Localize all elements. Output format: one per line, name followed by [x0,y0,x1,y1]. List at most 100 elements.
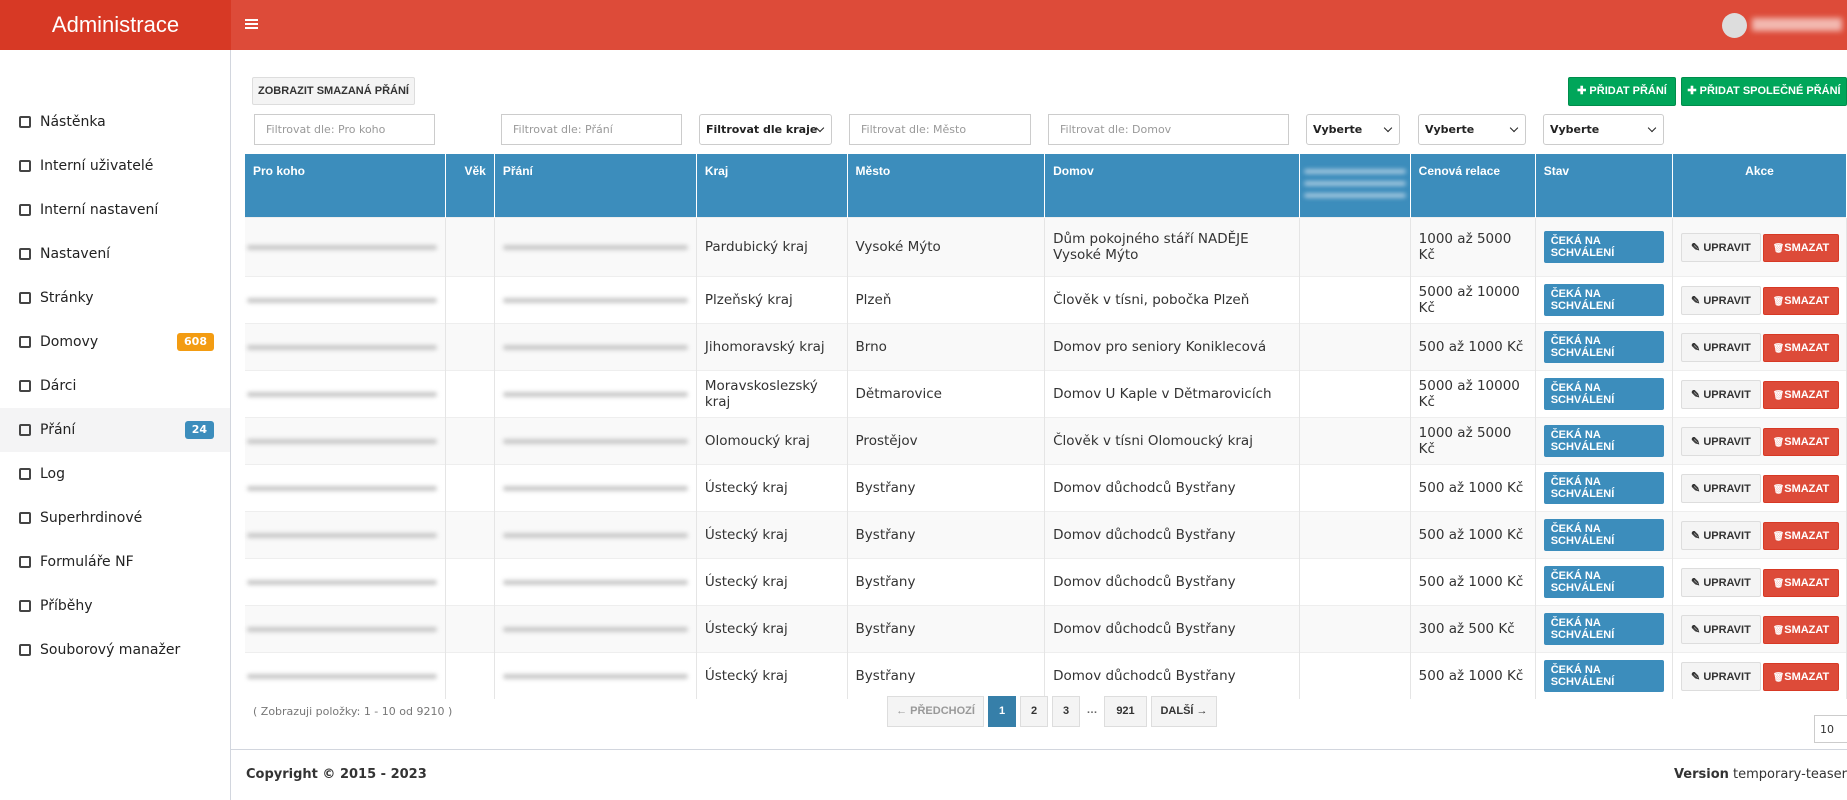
nav-item[interactable]: Stránky [0,276,230,320]
status-cell: ČEKÁ NA SCHVÁLENÍ [1535,464,1674,512]
page-button[interactable]: 1 [988,696,1016,727]
status-label: ČEKÁ NA SCHVÁLENÍ [1543,378,1665,410]
edit-button[interactable]: UPRAVIT [1681,232,1761,262]
nav-item[interactable]: Log [0,452,230,496]
nav-item[interactable]: Superhrdinové [0,496,230,540]
page-button[interactable]: 3 [1052,696,1080,727]
edit-button[interactable]: UPRAVIT [1681,332,1761,362]
actions-cell: UPRAVITSMAZAT [1672,511,1847,559]
column-header[interactable]: Přání [494,154,697,218]
filter-select[interactable]: Vyberte [1306,114,1400,145]
delete-button[interactable]: SMAZAT [1762,286,1840,315]
user-avatar[interactable] [1722,13,1747,38]
nav-icon [19,556,31,568]
delete-button[interactable]: SMAZAT [1762,474,1840,503]
actions-cell: UPRAVITSMAZAT [1672,323,1847,371]
edit-button[interactable]: UPRAVIT [1681,661,1761,691]
delete-button[interactable]: SMAZAT [1762,615,1840,644]
nav-item[interactable]: Dárci [0,364,230,408]
add-shared-wish-button[interactable]: PŘIDAT SPOLEČNÉ PŘÁNÍ [1681,77,1847,106]
nav-item[interactable]: Přání 24 [0,408,230,452]
kraj: Ústecký kraj [696,652,848,699]
domov: Člověk v tísni, pobočka Plzeň [1044,276,1301,324]
mesto: Bystřany [847,558,1046,606]
page-button[interactable]: 2 [1020,696,1048,727]
kraj: Ústecký kraj [696,511,848,559]
delete-button[interactable]: SMAZAT [1762,333,1840,362]
delete-button[interactable]: SMAZAT [1762,233,1840,262]
filter-select[interactable]: Vyberte [1418,114,1526,145]
blurred-cell [445,511,495,559]
blurred-cell [245,217,446,277]
edit-button[interactable]: UPRAVIT [1681,379,1761,409]
nav-item[interactable]: Souborový manažer [0,628,230,672]
menu-toggle[interactable] [245,19,258,21]
status-label: ČEKÁ NA SCHVÁLENÍ [1543,331,1665,363]
kraj: Ústecký kraj [696,464,848,512]
nav-item[interactable]: Domovy 608 [0,320,230,364]
nav-item[interactable]: Nastavení [0,232,230,276]
filter-select[interactable]: Filtrovat dle kraje [699,114,832,145]
filter-select[interactable]: Vyberte [1543,114,1664,145]
column-header[interactable]: Město [847,154,1046,218]
nav-label: Stránky [40,290,94,306]
nav-item[interactable]: Příběhy [0,584,230,628]
delete-button[interactable]: SMAZAT [1762,568,1840,597]
edit-button[interactable]: UPRAVIT [1681,520,1761,550]
column-header[interactable]: Pro koho [245,154,446,218]
page-size-select[interactable]: 10 [1814,715,1847,743]
blurred-cell [245,511,446,559]
status-label: ČEKÁ NA SCHVÁLENÍ [1543,613,1665,645]
domov: Domov důchodců Bystřany [1044,605,1301,653]
mesto: Vysoké Mýto [847,217,1046,277]
nav-icon [19,424,31,436]
delete-button[interactable]: SMAZAT [1762,662,1840,691]
user-name-blurred [1752,18,1842,31]
column-header[interactable]: Věk [445,154,495,218]
edit-button[interactable]: UPRAVIT [1681,473,1761,503]
add-wish-button[interactable]: PŘIDAT PŘÁNÍ [1568,77,1676,106]
filter-input[interactable]: Filtrovat dle: Přání [501,114,682,145]
price-range: 5000 až 10000 Kč [1410,370,1536,418]
next-button[interactable]: DALŠÍ [1151,696,1217,727]
page-button[interactable]: 921 [1104,696,1147,727]
column-header[interactable]: Kraj [696,154,848,218]
kraj: Moravskoslezský kraj [696,370,848,418]
brand[interactable]: Administrace [0,0,231,50]
nav-item[interactable]: Interní uživatelé [0,144,230,188]
blurred-cell [494,323,697,371]
blurred-text [247,532,437,538]
nav-icon [19,116,31,128]
delete-button[interactable]: SMAZAT [1762,427,1840,456]
mesto: Bystřany [847,652,1046,699]
column-header[interactable]: Akce [1672,154,1847,218]
edit-button[interactable]: UPRAVIT [1681,426,1761,456]
edit-button[interactable]: UPRAVIT [1681,614,1761,644]
filter-input[interactable]: Filtrovat dle: Pro koho [254,114,435,145]
filter-input[interactable]: Filtrovat dle: Domov [1048,114,1289,145]
column-header[interactable]: Domov [1044,154,1301,218]
delete-button[interactable]: SMAZAT [1762,521,1840,550]
show-deleted-button[interactable]: ZOBRAZIT SMAZANÁ PŘÁNÍ [252,77,415,105]
nav-item[interactable]: Formuláře NF [0,540,230,584]
nav-label: Interní uživatelé [40,158,154,174]
column-header[interactable]: Cenová relace [1410,154,1536,218]
blurred-cell [1299,217,1411,277]
delete-button[interactable]: SMAZAT [1762,380,1840,409]
filter-input[interactable]: Filtrovat dle: Město [849,114,1031,145]
status-label: ČEKÁ NA SCHVÁLENÍ [1543,425,1665,457]
blurred-text [1304,193,1406,198]
previous-button[interactable]: PŘEDCHOZÍ [887,696,984,727]
blurred-cell [245,652,446,699]
edit-button[interactable]: UPRAVIT [1681,567,1761,597]
edit-button[interactable]: UPRAVIT [1681,285,1761,315]
blurred-text [502,626,688,632]
blurred-cell [494,511,697,559]
blurred-cell [494,370,697,418]
nav-item[interactable]: Nástěnka [0,100,230,144]
nav-item[interactable]: Interní nastavení [0,188,230,232]
column-header[interactable]: Stav [1535,154,1674,218]
nav-label: Přání [40,422,76,438]
blurred-cell [445,558,495,606]
